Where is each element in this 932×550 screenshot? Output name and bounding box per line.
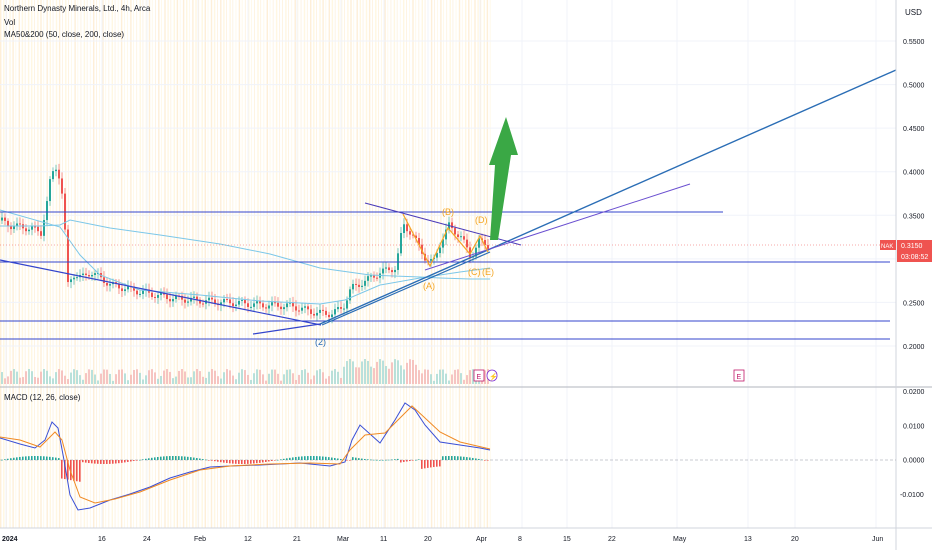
bar-countdown: 03:08:52 [901, 254, 928, 261]
macd-axis[interactable]: 0.0200 0.0100 0.0000 -0.0100 [900, 389, 925, 499]
time-tick-label: 24 [143, 536, 151, 543]
wave-label-d: (D) [475, 215, 488, 225]
wave-label-2: (2) [315, 337, 326, 347]
time-tick-label: 15 [563, 536, 571, 543]
split-marker-icon: ⚡ [489, 372, 498, 381]
last-price-badge: NAK 0.3150 03:08:52 [880, 240, 932, 262]
ticker-badge: NAK [881, 244, 893, 250]
macd-tick-label: 0.0100 [903, 423, 925, 430]
time-tick-label: 16 [98, 536, 106, 543]
wave-label-e: (E) [482, 267, 494, 277]
event-markers[interactable]: E ⚡ E [473, 369, 745, 382]
price-tick-label: 0.4500 [903, 126, 925, 133]
macd-legend[interactable]: MACD (12, 26, close) [4, 393, 81, 402]
time-tick-label: Apr [476, 536, 488, 543]
time-tick-label: 13 [744, 536, 752, 543]
time-tick-label: 21 [293, 536, 301, 543]
currency-label: USD [905, 8, 922, 17]
ma-legend[interactable]: MA50&200 (50, close, 200, close) [4, 30, 125, 39]
macd-tick-label: -0.0100 [900, 492, 924, 499]
macd-tick-label: 0.0000 [903, 458, 925, 465]
time-tick-label: Mar [337, 536, 350, 543]
time-tick-label: May [673, 536, 687, 543]
time-tick-label: 11 [380, 536, 387, 543]
volume-legend[interactable]: Vol [4, 18, 16, 27]
volume-bars [1, 359, 489, 384]
macd-signal-line [0, 405, 491, 504]
wave-label-b: (B) [442, 207, 454, 217]
ma200-line [0, 209, 491, 305]
ma50-line [0, 219, 490, 280]
time-tick-label: 8 [518, 536, 522, 543]
time-tick-label: Feb [194, 536, 206, 543]
last-price-value: 0.3150 [901, 243, 923, 250]
session-background-stripes [0, 0, 491, 528]
up-arrow-icon [489, 117, 518, 240]
time-axis[interactable]: 2024 16 24 Feb 12 21 Mar 11 20 Apr 8 15 22 May 13 20 Jun [2, 536, 883, 543]
wave-label-a: (A) [423, 281, 435, 291]
earnings-marker-1: E [477, 374, 482, 381]
earnings-marker-2: E [737, 374, 742, 381]
price-tick-label: 0.5000 [903, 83, 925, 90]
price-axis[interactable]: 0.55000.50000.45000.40000.35000.30000.25… [903, 39, 925, 351]
wave-label-c: (C) [468, 267, 481, 277]
time-tick-label: 20 [791, 536, 799, 543]
price-tick-label: 0.4000 [903, 170, 925, 177]
wave-pattern [402, 213, 489, 268]
price-tick-label: 0.2000 [903, 344, 925, 351]
macd-histogram [1, 456, 489, 482]
price-tick-label: 0.5500 [903, 39, 925, 46]
time-tick-label: 2024 [2, 536, 18, 543]
macd-line [0, 402, 491, 511]
trend-lines [0, 69, 897, 335]
time-tick-label: 20 [424, 536, 432, 543]
macd-tick-label: 0.0200 [903, 389, 925, 396]
wave-labels: (2) (A) (B) (C) (D) (E) [315, 207, 494, 347]
time-tick-label: 22 [608, 536, 616, 543]
time-tick-label: 12 [244, 536, 252, 543]
price-tick-label: 0.2500 [903, 300, 925, 307]
chart-title[interactable]: Northern Dynasty Minerals, Ltd., 4h, Arc… [4, 4, 151, 13]
time-tick-label: Jun [872, 536, 883, 543]
grid-lines [0, 0, 896, 528]
price-tick-label: 0.3500 [903, 213, 925, 220]
